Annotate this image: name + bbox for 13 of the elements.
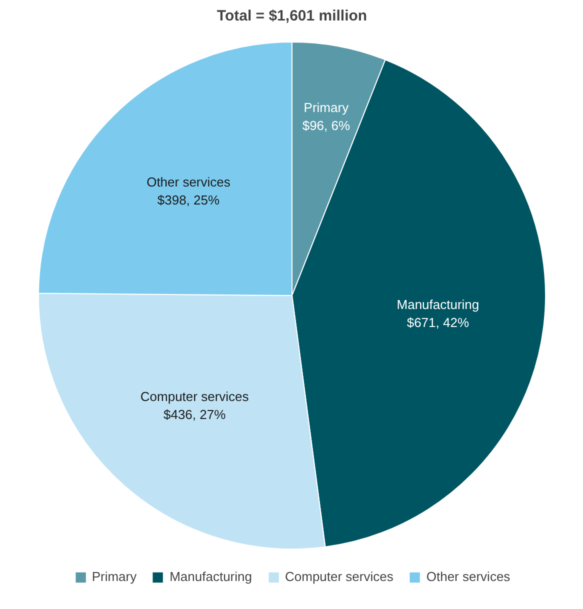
data-label: $398, 25% — [157, 192, 220, 208]
chart-title: Total = $1,601 million — [216, 8, 368, 24]
legend-label: Computer services — [284, 569, 394, 584]
data-label: $96, 6% — [302, 118, 350, 133]
legend-label: Other services — [426, 569, 510, 584]
legend-label: Primary — [92, 569, 137, 584]
slice-label: Manufacturing — [396, 297, 480, 312]
data-label: $436, 27% — [164, 407, 226, 422]
slice-label: Other services — [146, 174, 231, 190]
legend-label: Manufacturing — [170, 569, 252, 584]
slice-label: Computer services — [140, 389, 250, 404]
data-label: $671, 42% — [406, 315, 470, 330]
slice-label: Primary — [304, 100, 350, 115]
